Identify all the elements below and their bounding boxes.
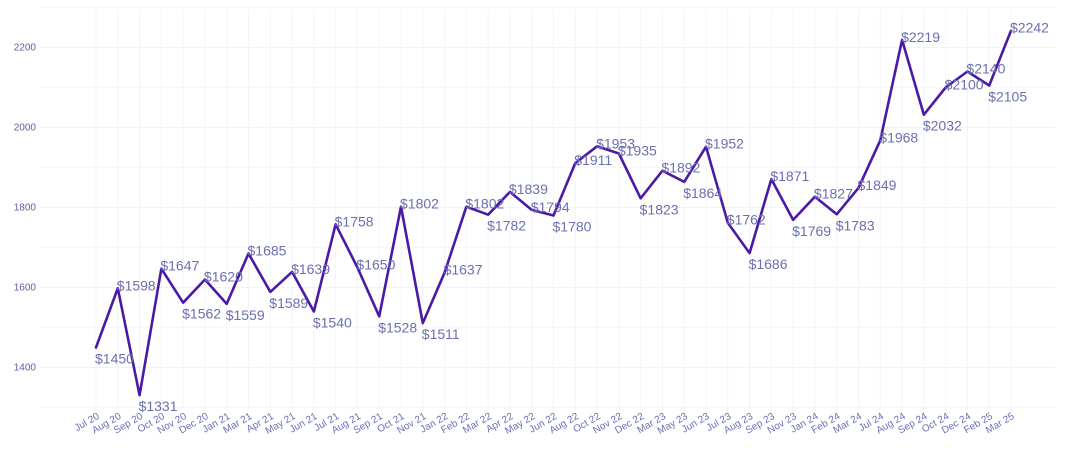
data-label: $1827 (814, 186, 853, 202)
data-label: $2032 (923, 118, 962, 134)
y-tick-label: 2200 (14, 43, 37, 54)
data-label: $2100 (945, 77, 984, 93)
data-label: $2219 (901, 29, 940, 45)
y-tick-label: 1400 (14, 363, 37, 374)
data-label: $1540 (313, 315, 352, 331)
y-tick-label: 2000 (14, 123, 37, 134)
data-label: $2242 (1010, 20, 1049, 36)
data-label: $1823 (640, 201, 679, 217)
y-tick-label: 1800 (14, 203, 37, 214)
data-label: $1686 (749, 256, 788, 272)
data-label: $1802 (400, 196, 439, 212)
y-tick-label: 1600 (14, 283, 37, 294)
plot-area (40, 10, 1055, 410)
data-label: $1839 (509, 181, 548, 197)
data-label: $1450 (95, 351, 134, 367)
data-label: $1935 (618, 143, 657, 159)
data-label: $1780 (553, 219, 592, 235)
data-label: $1911 (574, 152, 612, 168)
data-label: $1952 (705, 136, 744, 152)
data-label: $1769 (792, 223, 831, 239)
data-label: $1685 (248, 243, 287, 259)
data-label: $1528 (378, 319, 417, 335)
data-label: $1511 (422, 326, 460, 342)
data-label: $1802 (465, 196, 504, 212)
data-label: $1650 (356, 257, 395, 273)
data-label: $1783 (836, 217, 875, 233)
data-label: $1794 (531, 199, 570, 215)
y-axis-ticks: 1400 1600 1800 2000 2200 (14, 43, 37, 374)
data-label: $1559 (226, 307, 265, 323)
data-label: $1762 (727, 212, 766, 228)
data-labels: $1450 $1598 $1331 $1647 $1562 $1620 $1559 $1685… (95, 20, 1049, 414)
grid (40, 7, 1055, 410)
data-label: $1589 (269, 295, 308, 311)
data-label: $1892 (661, 160, 700, 176)
data-label: $2105 (988, 89, 1027, 105)
data-label: $1782 (487, 218, 526, 234)
data-label: $1637 (444, 262, 483, 278)
series-line (94, 29, 1013, 397)
data-label: $1620 (204, 269, 243, 285)
data-label: $1758 (335, 213, 374, 229)
data-label: $1968 (879, 129, 918, 145)
data-label: $1849 (858, 177, 897, 193)
data-label: $1864 (683, 185, 722, 201)
data-label: $1953 (596, 135, 635, 151)
data-label: $1647 (160, 258, 199, 274)
data-label: $1331 (139, 398, 178, 414)
data-label: $1871 (770, 168, 809, 184)
data-label: $1639 (291, 261, 330, 277)
data-label: $1598 (117, 277, 156, 293)
data-label: $2140 (966, 61, 1005, 77)
data-label: $1562 (182, 306, 221, 322)
